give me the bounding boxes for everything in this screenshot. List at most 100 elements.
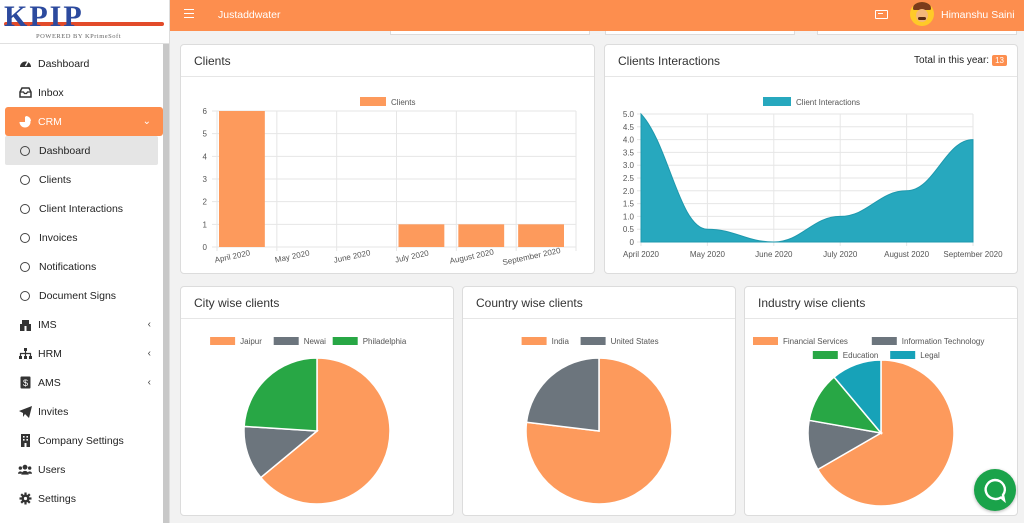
hamburger-menu-icon[interactable] <box>184 9 194 18</box>
sidebar-subitem-invoices[interactable]: Invoices <box>0 223 169 252</box>
total-year: Total in this year: 13 <box>914 55 1007 66</box>
y-tick-label: 1 <box>203 220 208 229</box>
y-tick-label: 2.5 <box>623 174 635 183</box>
bar <box>458 224 505 247</box>
warehouse-icon <box>18 318 32 332</box>
sidebar-item-label: Invites <box>38 405 69 418</box>
circle-icon <box>20 203 30 214</box>
bar <box>518 224 564 247</box>
company-name[interactable]: Justaddwater <box>218 9 281 21</box>
y-tick-label: 4 <box>203 152 208 161</box>
sidebar-item-hrm[interactable]: HRM ‹ <box>0 339 169 368</box>
sidebar-item-inbox[interactable]: Inbox <box>0 78 169 107</box>
x-tick-label: April 2020 <box>623 250 660 259</box>
y-tick-label: 0.5 <box>623 225 635 234</box>
id-card-icon[interactable] <box>875 10 888 19</box>
legend-swatch <box>332 337 358 345</box>
interactions-card: Clients Interactions Total in this year:… <box>604 44 1018 274</box>
legend-swatch <box>273 337 299 345</box>
pie-slice <box>816 359 955 507</box>
sidebar-subitem-notifications[interactable]: Notifications <box>0 252 169 281</box>
sidebar-item-users[interactable]: Users <box>0 455 169 484</box>
circle-icon <box>20 290 30 301</box>
pie-chart-icon <box>18 115 32 129</box>
chat-button[interactable] <box>974 469 1016 511</box>
sidebar-item-label: Invoices <box>39 231 78 244</box>
bar <box>219 111 265 247</box>
y-tick-label: 3.0 <box>623 161 635 170</box>
app-logo[interactable]: KPIP POWERED BY KPrimeSoft <box>0 0 169 44</box>
legend-label: Information Technology <box>902 337 985 346</box>
logo-text: KPIP <box>4 0 84 33</box>
x-tick-label: August 2020 <box>449 247 495 265</box>
bar <box>398 224 445 247</box>
y-tick-label: 6 <box>203 107 208 116</box>
x-tick-label: July 2020 <box>823 250 858 259</box>
card-title: Country wise clients <box>463 287 735 319</box>
card-title: Clients Interactions <box>618 53 721 68</box>
sidebar-subitem-document-signs[interactable]: Document Signs <box>0 281 169 310</box>
sidebar-item-label: Clients <box>39 173 72 186</box>
sidebar-subitem-client-interactions[interactable]: Client Interactions <box>0 194 169 223</box>
sidebar-item-ims[interactable]: IMS ‹ <box>0 310 169 339</box>
circle-icon <box>20 145 30 156</box>
logo-swoosh <box>4 22 164 26</box>
sidebar-item-label: HRM <box>38 347 62 360</box>
y-tick-label: 5 <box>203 130 208 139</box>
sidebar-item-label: CRM <box>38 115 62 128</box>
pie-slice <box>259 357 391 505</box>
sidebar-item-label: Dashboard <box>38 57 90 70</box>
legend-swatch <box>580 337 606 345</box>
sidebar-scrollbar[interactable] <box>163 44 169 523</box>
sidebar-subitem-dashboard[interactable]: Dashboard <box>5 136 158 165</box>
legend-label: Clients <box>391 98 415 107</box>
sidebar-item-label: Settings <box>38 492 76 505</box>
sidebar-item-settings[interactable]: Settings <box>0 484 169 513</box>
legend-label: Newai <box>304 337 326 346</box>
y-tick-label: 2.0 <box>623 187 635 196</box>
y-tick-label: 3.5 <box>623 148 635 157</box>
legend-label: Philadelphia <box>363 337 407 346</box>
dollar-file-icon: $ <box>18 376 32 390</box>
interactions-area-chart: Client Interactions 0 0.5 1.0 1.5 2.0 2.5 3.0 3.… <box>623 97 1003 259</box>
sidebar-item-company-settings[interactable]: Company Settings <box>0 426 169 455</box>
x-tick-label: May 2020 <box>274 248 311 264</box>
legend-swatch <box>763 97 791 106</box>
sidebar-item-ams[interactable]: $ AMS ‹ <box>0 368 169 397</box>
chevron-left-icon: ‹ <box>147 319 151 330</box>
legend-swatch <box>890 351 916 359</box>
clients-card: Clients Clients 0 1 2 3 4 5 6 April 2020 May 2020… <box>180 44 595 274</box>
sidebar-item-label: Client Interactions <box>39 202 124 215</box>
building-icon <box>18 434 32 448</box>
sitemap-icon <box>18 347 32 361</box>
sidebar: KPIP POWERED BY KPrimeSoft Dashboard Inb… <box>0 0 170 523</box>
card-title-wrap: Clients Interactions Total in this year:… <box>605 45 1017 77</box>
sidebar-item-invites[interactable]: Invites <box>0 397 169 426</box>
chat-bubble-icon <box>984 478 1006 504</box>
city-card: City wise clients Jaipur Newai Philadelphi… <box>180 286 454 516</box>
legend-swatch <box>812 351 838 359</box>
legend-label: Jaipur <box>240 337 262 346</box>
sidebar-item-label: Inbox <box>38 86 64 99</box>
y-tick-label: 1.5 <box>623 200 635 209</box>
industry-pie-chart: Financial Services Information Technology… <box>753 337 985 507</box>
paper-plane-icon <box>18 405 32 419</box>
card-title: Industry wise clients <box>745 287 1017 319</box>
user-name[interactable]: Himanshu Saini <box>941 9 1015 21</box>
legend-label: Client Interactions <box>796 98 860 107</box>
legend-swatch <box>753 337 778 345</box>
inbox-icon <box>18 86 32 100</box>
circle-icon <box>20 261 30 272</box>
legend-swatch <box>210 337 236 345</box>
country-card: Country wise clients India United States <box>462 286 736 516</box>
x-tick-label: June 2020 <box>755 250 793 259</box>
card-edge <box>605 31 795 35</box>
clients-bar-chart: Clients 0 1 2 3 4 5 6 April 2020 May 2020 June 202… <box>203 97 577 267</box>
sidebar-item-crm[interactable]: CRM ⌄ <box>5 107 163 136</box>
pie-slice <box>525 357 600 432</box>
users-icon <box>18 463 32 477</box>
avatar[interactable] <box>910 2 934 26</box>
sidebar-subitem-clients[interactable]: Clients <box>0 165 169 194</box>
sidebar-item-dashboard[interactable]: Dashboard <box>0 49 169 78</box>
circle-icon <box>20 174 30 185</box>
